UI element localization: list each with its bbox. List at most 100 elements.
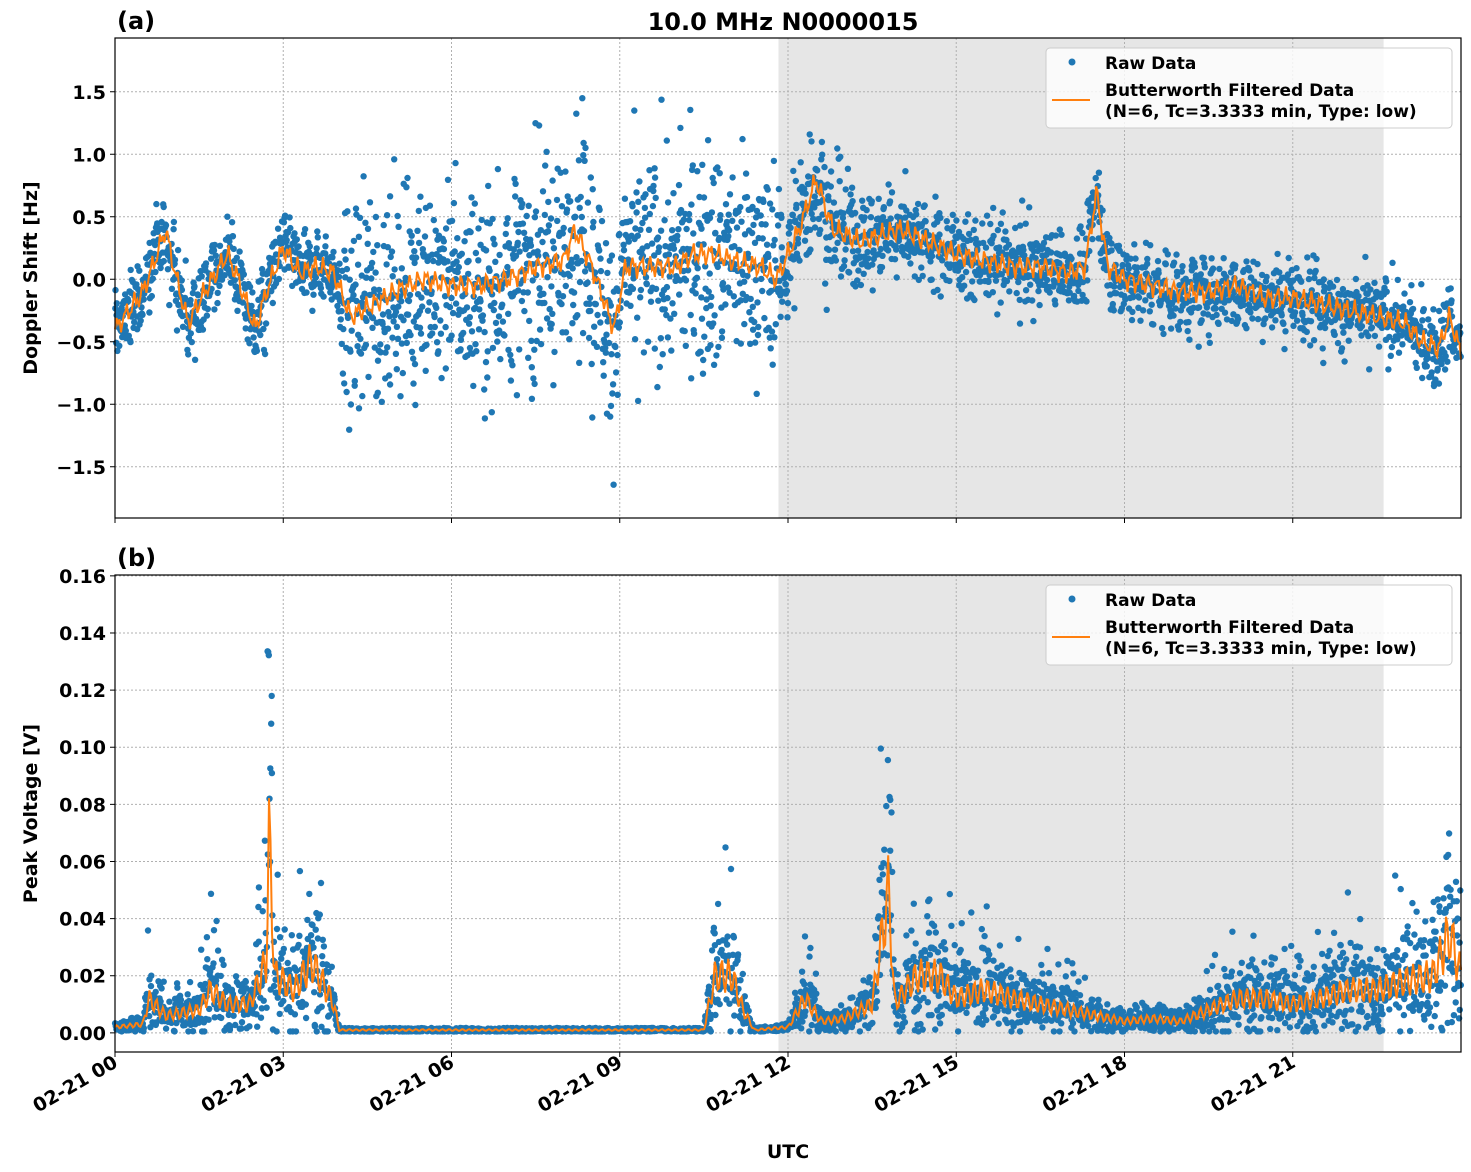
raw-data-point xyxy=(322,243,329,250)
raw-data-point xyxy=(664,294,671,302)
raw-data-point xyxy=(791,989,799,996)
raw-data-point xyxy=(1451,346,1458,353)
raw-data-point xyxy=(241,285,249,292)
raw-data-point xyxy=(1366,366,1373,373)
raw-data-point xyxy=(562,282,569,290)
raw-data-point xyxy=(543,315,551,322)
raw-data-point xyxy=(741,231,749,238)
raw-data-point xyxy=(300,985,307,992)
raw-data-point xyxy=(539,188,547,195)
raw-data-point xyxy=(568,256,575,263)
raw-data-point xyxy=(424,307,432,314)
raw-data-point xyxy=(748,229,756,237)
raw-data-point xyxy=(258,1005,265,1012)
raw-data-point xyxy=(1148,301,1155,308)
raw-data-point xyxy=(1084,277,1091,284)
raw-data-point xyxy=(410,355,417,362)
raw-data-point xyxy=(468,328,476,335)
raw-data-point xyxy=(303,289,310,296)
raw-data-point xyxy=(481,386,488,393)
raw-data-point xyxy=(185,351,192,358)
raw-data-point xyxy=(840,263,848,270)
raw-data-point xyxy=(846,269,853,276)
raw-data-point xyxy=(216,242,224,249)
raw-data-point xyxy=(308,251,315,259)
raw-data-point xyxy=(118,307,126,314)
raw-data-point xyxy=(314,228,321,235)
raw-data-point xyxy=(714,900,722,908)
raw-data-point xyxy=(541,299,548,307)
raw-data-point xyxy=(749,203,756,211)
raw-data-point xyxy=(342,256,349,263)
raw-data-point xyxy=(785,230,793,237)
raw-data-point xyxy=(606,257,613,264)
raw-data-point xyxy=(831,246,839,253)
raw-data-point xyxy=(949,223,957,231)
raw-data-point xyxy=(953,217,960,224)
raw-data-point xyxy=(855,267,862,274)
raw-data-point xyxy=(727,865,735,873)
raw-data-point xyxy=(438,374,445,382)
raw-data-point xyxy=(725,211,732,218)
raw-data-point xyxy=(685,210,693,218)
raw-data-point xyxy=(477,298,484,305)
raw-data-point xyxy=(1006,288,1013,295)
raw-data-point xyxy=(402,274,409,282)
raw-data-point xyxy=(1447,285,1454,292)
raw-data-point xyxy=(513,392,521,399)
raw-data-point xyxy=(801,933,809,940)
raw-data-point xyxy=(134,286,142,293)
raw-data-point xyxy=(753,207,761,215)
raw-data-point xyxy=(715,343,722,351)
raw-data-point xyxy=(1036,301,1043,309)
raw-data-point xyxy=(708,293,715,301)
raw-data-point xyxy=(278,955,285,962)
raw-data-point xyxy=(686,216,693,224)
raw-data-point xyxy=(990,204,997,212)
raw-data-point xyxy=(1172,305,1179,312)
raw-data-point xyxy=(328,963,335,970)
raw-data-point xyxy=(153,200,160,208)
raw-data-point xyxy=(688,375,695,382)
raw-data-point xyxy=(1208,255,1215,262)
raw-data-point xyxy=(567,198,574,205)
raw-data-point xyxy=(537,227,544,234)
raw-data-point xyxy=(566,336,573,343)
raw-data-point xyxy=(1204,311,1212,318)
raw-data-point xyxy=(391,156,398,163)
raw-data-point xyxy=(1243,258,1250,265)
raw-data-point xyxy=(415,239,423,247)
raw-data-point xyxy=(1129,294,1137,301)
raw-data-point xyxy=(1212,305,1219,312)
raw-data-point xyxy=(1378,324,1386,331)
raw-data-point xyxy=(1383,278,1390,285)
raw-data-point xyxy=(745,1007,752,1015)
raw-data-point xyxy=(865,255,872,262)
raw-data-point xyxy=(592,301,599,308)
raw-data-point xyxy=(675,181,683,189)
raw-data-point xyxy=(350,291,357,299)
raw-data-point xyxy=(755,323,762,331)
raw-data-point xyxy=(1418,281,1425,288)
raw-data-point xyxy=(644,243,651,250)
raw-data-point xyxy=(643,280,650,288)
raw-data-point xyxy=(314,935,322,942)
raw-data-point xyxy=(268,288,275,295)
raw-data-point xyxy=(197,267,204,275)
raw-data-point xyxy=(751,318,758,326)
raw-data-point xyxy=(852,283,859,290)
raw-data-point xyxy=(1016,320,1024,327)
raw-data-point xyxy=(431,313,438,321)
raw-data-point xyxy=(1280,274,1287,281)
raw-data-point xyxy=(455,263,462,271)
raw-data-point xyxy=(550,382,557,389)
raw-data-point xyxy=(807,246,814,253)
raw-data-point xyxy=(1215,320,1222,327)
raw-data-point xyxy=(507,377,515,384)
raw-data-point xyxy=(220,961,227,969)
raw-data-point xyxy=(616,230,623,238)
raw-data-point xyxy=(822,280,829,287)
raw-data-point xyxy=(684,267,692,274)
raw-data-point xyxy=(448,217,456,224)
raw-data-point xyxy=(1110,307,1118,314)
